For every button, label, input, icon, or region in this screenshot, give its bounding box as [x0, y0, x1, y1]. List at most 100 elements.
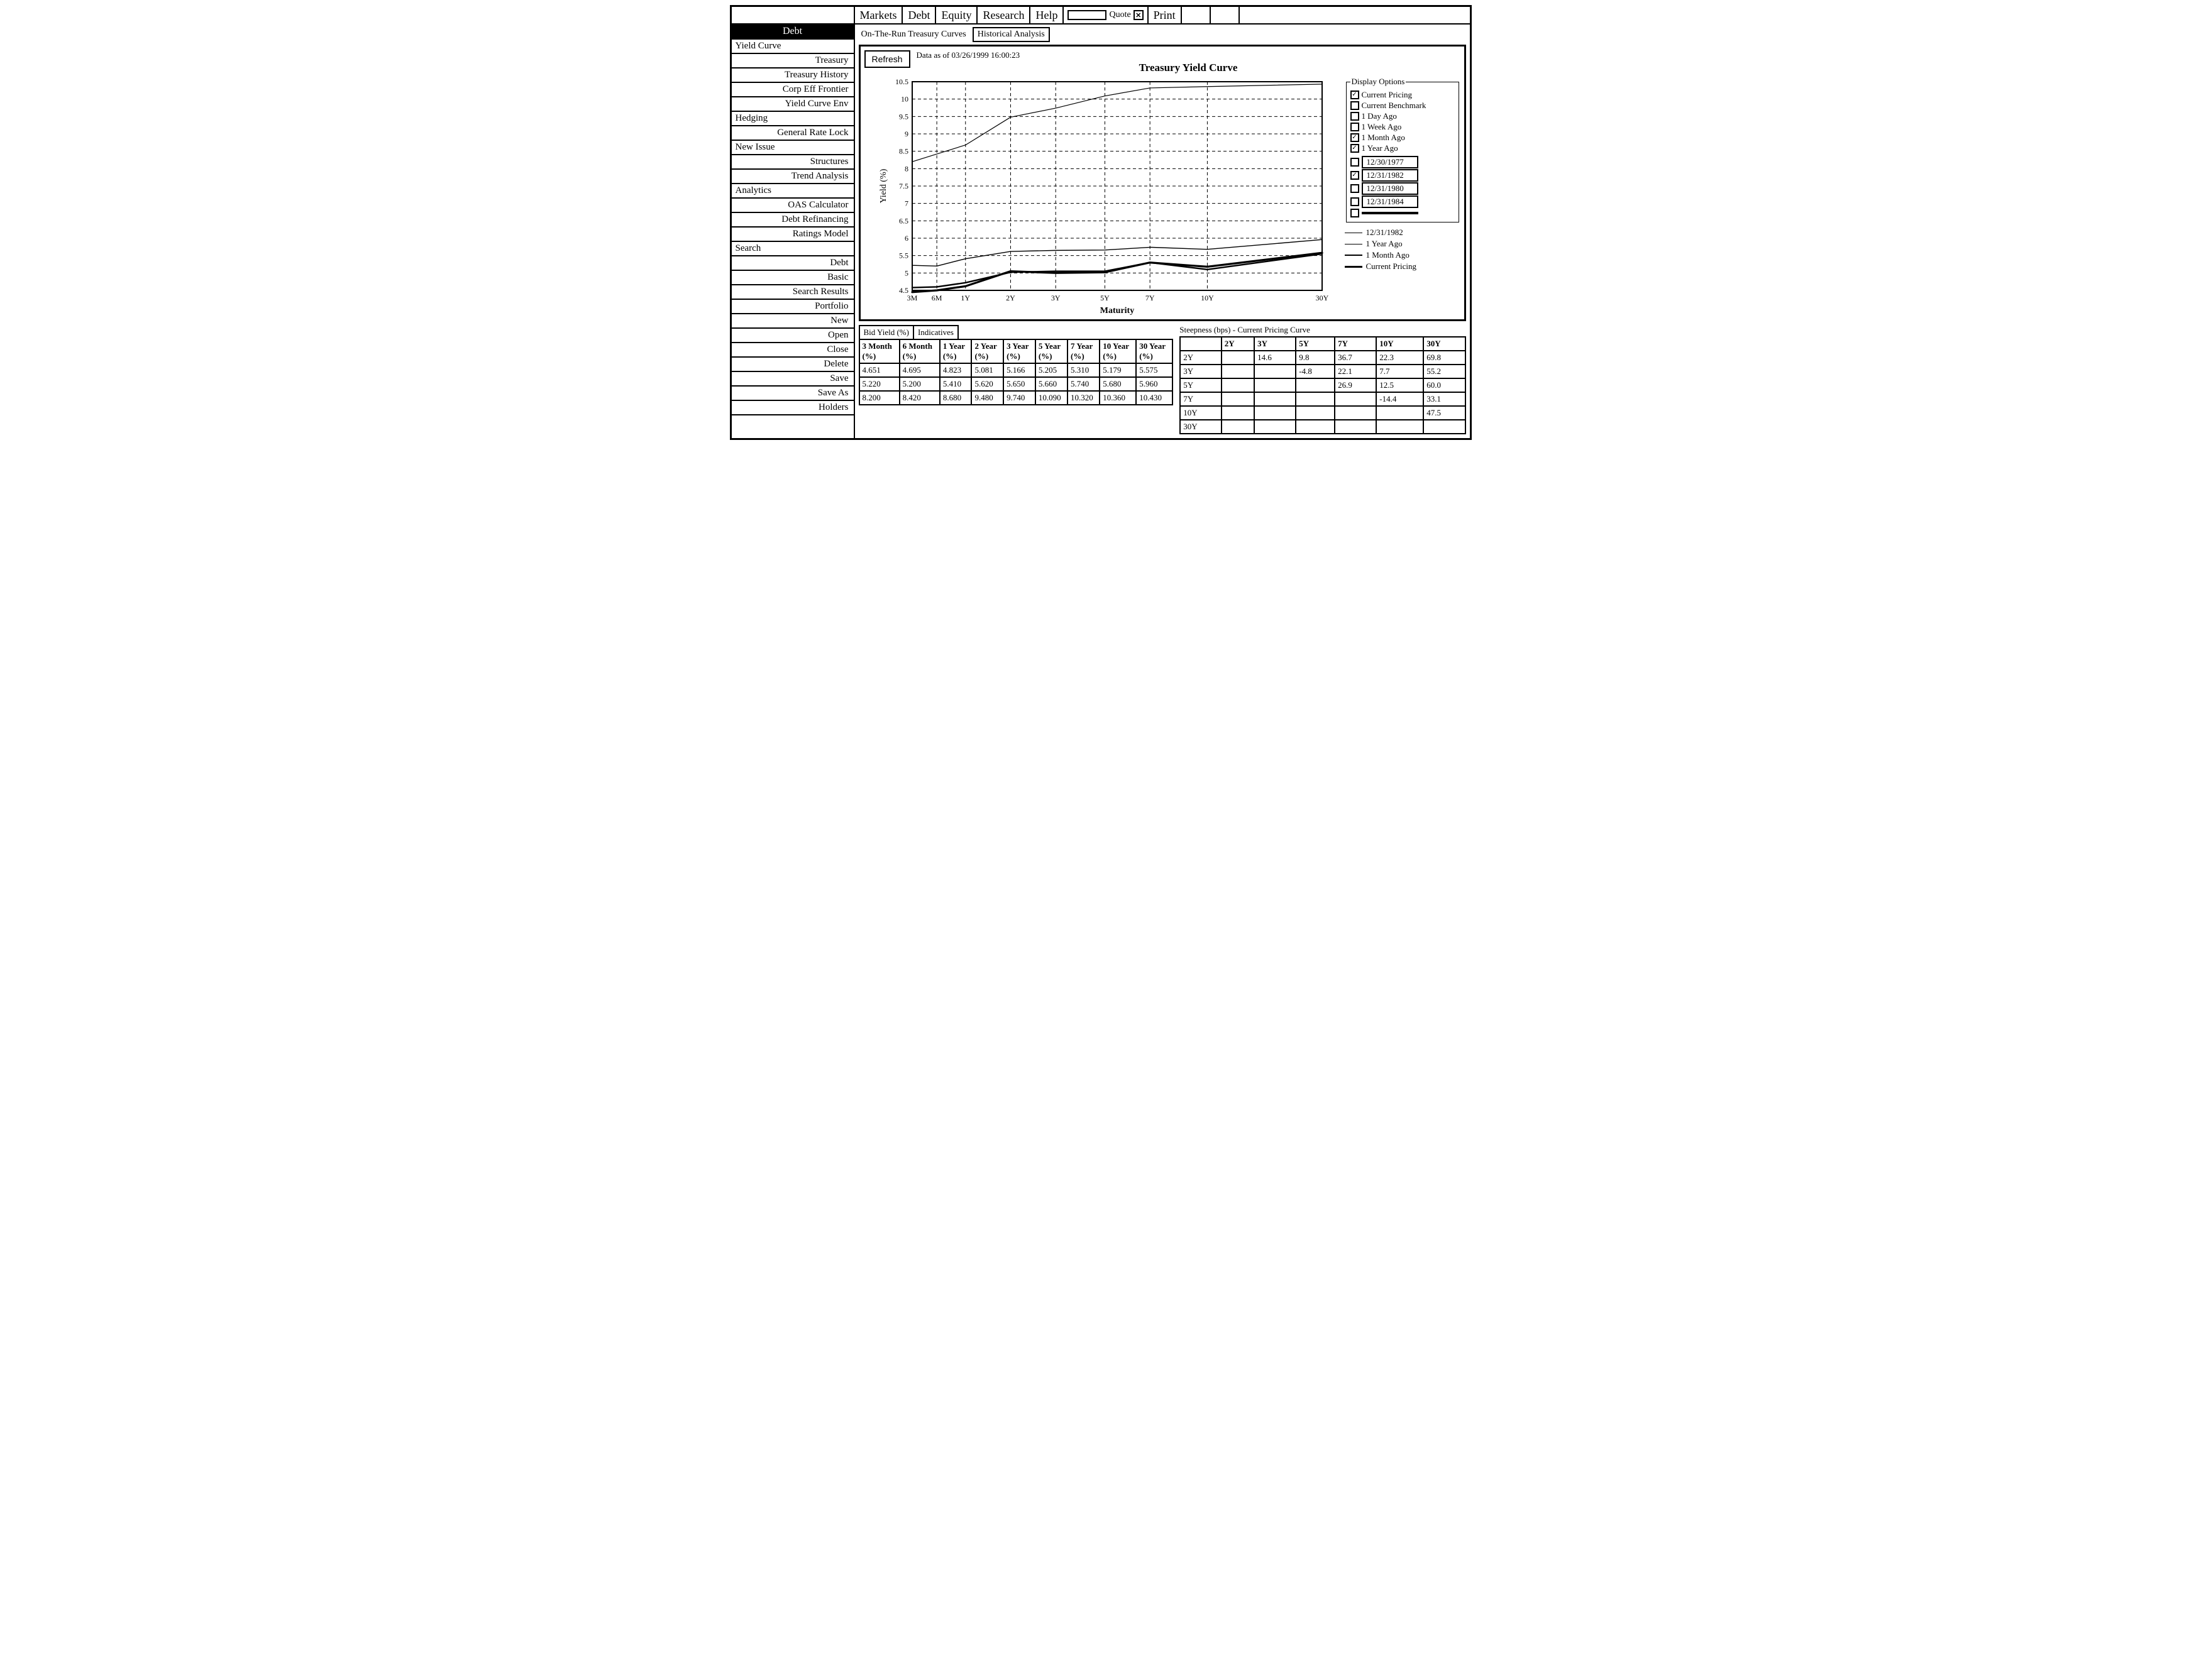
sidebar-item-trend-analysis[interactable]: Trend Analysis [732, 170, 854, 184]
legend-entry: Current Pricing [1345, 261, 1460, 272]
column-header: 6 Month(%) [900, 339, 940, 363]
checkbox-icon[interactable] [1350, 123, 1359, 131]
cell [1222, 392, 1254, 406]
quote-group: Quote ✕ [1064, 7, 1148, 23]
option-label: 1 Month Ago [1362, 133, 1405, 143]
tab-bid-yield[interactable]: Bid Yield (%) [859, 325, 914, 339]
cell: 5Y [1180, 378, 1221, 392]
menu-debt[interactable]: Debt [903, 7, 936, 23]
cell: 5.575 [1136, 363, 1172, 377]
sidebar-item-yield-curve-env[interactable]: Yield Curve Env [732, 97, 854, 112]
date-option[interactable]: 12/31/1984 [1350, 195, 1455, 208]
cell: 4.651 [859, 363, 900, 377]
sidebar-item-oas-calculator[interactable]: OAS Calculator [732, 199, 854, 213]
cell [1376, 406, 1423, 420]
option-label: 1 Day Ago [1362, 111, 1397, 121]
option-1-day-ago[interactable]: 1 Day Ago [1350, 111, 1455, 121]
sidebar-item-ratings-model[interactable]: Ratings Model [732, 228, 854, 242]
display-options: Display Options ✓Current PricingCurrent … [1346, 77, 1459, 222]
sidebar-item-debt-refinancing[interactable]: Debt Refinancing [732, 213, 854, 228]
cell: 33.1 [1423, 392, 1465, 406]
bottom-tables: Bid Yield (%) Indicatives 3 Month(%)6 Mo… [859, 325, 1466, 434]
option-label: Current Benchmark [1362, 101, 1426, 111]
column-header: 3Y [1254, 337, 1296, 351]
checkbox-icon[interactable] [1350, 209, 1359, 217]
subtab-historical[interactable]: Historical Analysis [973, 27, 1050, 42]
checkbox-icon[interactable] [1350, 112, 1359, 121]
checkbox-icon[interactable]: ✓ [1350, 91, 1359, 99]
cell [1254, 365, 1296, 378]
menu-help[interactable]: Help [1030, 7, 1064, 23]
cell [1423, 420, 1465, 434]
cell: 4.695 [900, 363, 940, 377]
svg-text:7Y: 7Y [1145, 294, 1154, 302]
cell: 5.960 [1136, 377, 1172, 391]
svg-text:2Y: 2Y [1006, 294, 1015, 302]
date-option[interactable]: 12/31/1980 [1350, 182, 1455, 195]
checkbox-icon[interactable] [1350, 184, 1359, 193]
subtab-on-the-run[interactable]: On-The-Run Treasury Curves [859, 28, 969, 41]
cell [1296, 420, 1335, 434]
sidebar-item-general-rate-lock[interactable]: General Rate Lock [732, 126, 854, 141]
column-header: 2 Year(%) [971, 339, 1003, 363]
sidebar-item-search-results[interactable]: Search Results [732, 285, 854, 300]
cell [1222, 378, 1254, 392]
cell: 55.2 [1423, 365, 1465, 378]
checkbox-icon[interactable]: ✓ [1350, 133, 1359, 142]
option-label: Current Pricing [1362, 90, 1413, 100]
sidebar-item-save-as[interactable]: Save As [732, 387, 854, 401]
tab-indicatives[interactable]: Indicatives [914, 325, 959, 339]
sidebar-item-treasury-history[interactable]: Treasury History [732, 69, 854, 83]
date-option[interactable]: ✓12/31/1982 [1350, 169, 1455, 182]
sidebar-item-treasury[interactable]: Treasury [732, 54, 854, 69]
sidebar-item-close[interactable]: Close [732, 343, 854, 358]
cell: 60.0 [1423, 378, 1465, 392]
option-1-week-ago[interactable]: 1 Week Ago [1350, 122, 1455, 132]
column-header: 5Y [1296, 337, 1335, 351]
option-1-month-ago[interactable]: ✓1 Month Ago [1350, 133, 1455, 143]
checkbox-icon[interactable]: ✓ [1350, 144, 1359, 153]
menu-equity[interactable]: Equity [936, 7, 978, 23]
sidebar-item-open[interactable]: Open [732, 329, 854, 343]
refresh-button[interactable]: Refresh [864, 50, 910, 68]
option-current-pricing[interactable]: ✓Current Pricing [1350, 90, 1455, 100]
cell: 10Y [1180, 406, 1221, 420]
cell: 7Y [1180, 392, 1221, 406]
legend-entry: 1 Year Ago [1345, 239, 1460, 249]
cell: 2Y [1180, 351, 1221, 365]
quote-input[interactable] [1067, 10, 1106, 20]
sidebar-item-basic[interactable]: Basic [732, 271, 854, 285]
checkbox-icon[interactable] [1350, 101, 1359, 110]
date-option[interactable]: 12/30/1977 [1350, 156, 1455, 168]
option-label: 1 Week Ago [1362, 122, 1402, 132]
date-value: 12/31/1982 [1362, 169, 1418, 182]
sidebar-item-holders[interactable]: Holders [732, 401, 854, 415]
print-menu[interactable]: Print [1149, 7, 1182, 23]
cell [1222, 406, 1254, 420]
menu-markets[interactable]: Markets [855, 7, 903, 23]
svg-text:5Y: 5Y [1100, 294, 1110, 302]
svg-text:Maturity: Maturity [1100, 306, 1134, 316]
column-header: 5 Year(%) [1035, 339, 1067, 363]
sidebar-item-structures[interactable]: Structures [732, 155, 854, 170]
sidebar-item-delete[interactable]: Delete [732, 358, 854, 372]
checkbox-icon[interactable]: ✓ [1350, 171, 1359, 180]
sidebar-item-save[interactable]: Save [732, 372, 854, 387]
steepness-table: 2Y3Y5Y7Y10Y30Y2Y14.69.836.722.369.83Y-4.… [1179, 336, 1465, 434]
sidebar-item-corp-eff-frontier[interactable]: Corp Eff Frontier [732, 83, 854, 97]
cell: 8.420 [900, 391, 940, 405]
checkbox-icon[interactable] [1350, 158, 1359, 167]
option-1-year-ago[interactable]: ✓1 Year Ago [1350, 143, 1455, 153]
sidebar-item-debt[interactable]: Debt [732, 256, 854, 271]
date-option[interactable] [1350, 209, 1455, 217]
menu-research[interactable]: Research [978, 7, 1030, 23]
sidebar-item-portfolio[interactable]: Portfolio [732, 300, 854, 314]
cell: 8.200 [859, 391, 900, 405]
checkbox-icon[interactable] [1350, 197, 1359, 206]
svg-text:1Y: 1Y [961, 294, 970, 302]
sidebar-group-yield-curve: Yield Curve [732, 40, 854, 54]
option-current-benchmark[interactable]: Current Benchmark [1350, 101, 1455, 111]
quote-close-icon[interactable]: ✕ [1134, 10, 1144, 20]
column-header: 30Y [1423, 337, 1465, 351]
sidebar-item-new[interactable]: New [732, 314, 854, 329]
